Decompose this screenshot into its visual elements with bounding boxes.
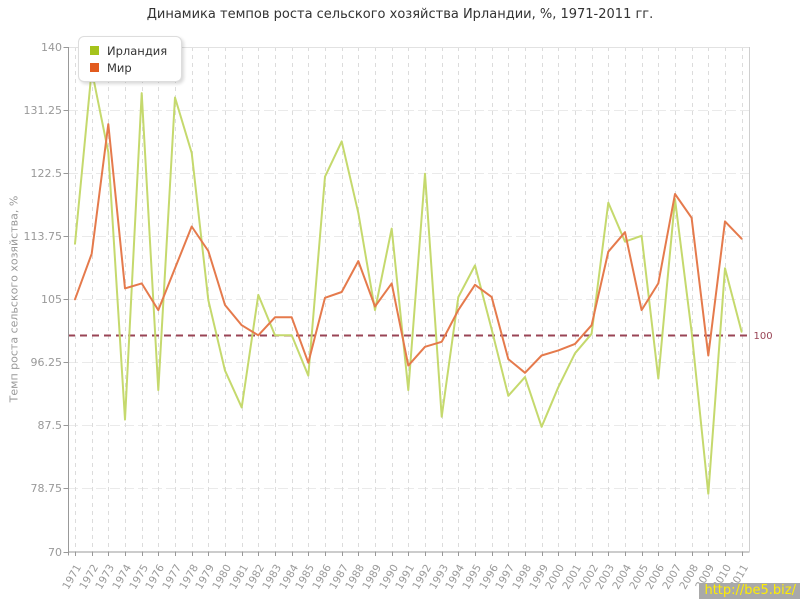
y-tick-label: 70 [48,546,62,559]
legend-item-ireland[interactable]: Ирландия [90,42,167,59]
chart-title: Динамика темпов роста сельского хозяйств… [146,7,654,22]
y-tick-label: 131.25 [24,104,63,117]
y-tick-label: 78.75 [31,482,63,495]
series-line-world [74,123,743,374]
legend-box: Ирландия Мир [78,36,183,82]
world-series-swatch-icon [90,63,99,72]
series-line-ireland [74,69,743,495]
watermark-link[interactable]: http://be5.biz/ [699,583,800,599]
y-tick-label: 96.25 [31,356,63,369]
y-tick-label: 113.75 [24,230,63,243]
legend-label-ireland: Ирландия [107,43,168,58]
y-tick-label: 87.5 [38,419,63,432]
y-tick-label: 140 [41,41,62,54]
y-tick-label: 122.5 [31,167,63,180]
legend-item-world[interactable]: Мир [90,59,167,76]
y-tick-label: 105 [41,293,62,306]
reference-line-label: 100 [754,331,773,342]
ireland-series-swatch-icon [90,46,99,55]
legend-label-world: Мир [107,60,132,75]
